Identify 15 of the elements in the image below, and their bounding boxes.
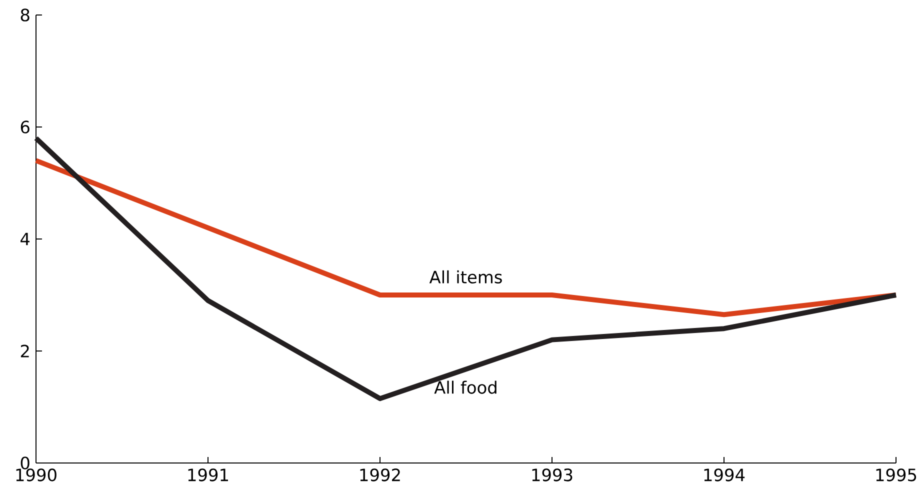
y-tick-label: 6 <box>20 120 30 134</box>
x-tick-label: 1990 <box>16 468 56 482</box>
x-tick-label: 1991 <box>188 468 228 482</box>
line-series <box>34 158 898 318</box>
y-tick-label: 4 <box>20 232 30 246</box>
y-tick-label: 8 <box>20 8 30 22</box>
x-tick-label: 1993 <box>532 468 572 482</box>
x-tick-label: 1992 <box>360 468 400 482</box>
y-tick-label: 2 <box>20 344 29 358</box>
line-series <box>34 136 898 402</box>
y-tick-label: 0 <box>20 456 30 470</box>
x-tick-label: 1994 <box>704 468 745 482</box>
series-label: All food <box>434 380 496 394</box>
x-tick-label: 1995 <box>876 468 916 482</box>
series-label: All items <box>429 270 502 284</box>
